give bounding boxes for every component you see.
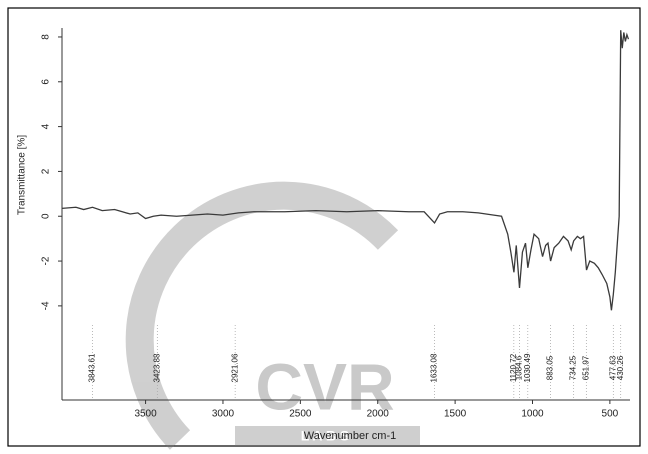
- peak-label: 1030.49: [523, 353, 532, 382]
- y-tick-label: 2: [41, 168, 52, 174]
- peak-label: 1084.6: [515, 355, 524, 380]
- x-axis-label: Wavenumber cm-1: [304, 430, 397, 442]
- watermark-logo: [125, 181, 420, 450]
- x-tick-label: 500: [602, 409, 619, 420]
- peak-label: 734.25: [569, 355, 578, 380]
- peak-label: 883.05: [546, 355, 555, 380]
- peak-label: 3423.88: [152, 353, 161, 382]
- frame: [7, 7, 641, 447]
- watermark-arc: [125, 181, 399, 450]
- x-tick-label: 2000: [367, 409, 390, 420]
- y-tick-label: 4: [41, 123, 52, 129]
- watermark-bar: [235, 426, 420, 446]
- x-tick-label: 3000: [212, 409, 235, 420]
- peak-label: 1120.72: [509, 353, 518, 382]
- y-tick-label: -4: [41, 301, 52, 310]
- y-tick-label: 6: [41, 79, 52, 85]
- x-tick-label: 1000: [521, 409, 544, 420]
- peak-label: 1633.08: [430, 353, 439, 382]
- peak-label: 651.97: [581, 355, 590, 380]
- watermark-subtext: L A B S: [301, 428, 350, 444]
- peak-label: 430.26: [616, 355, 625, 380]
- y-tick-label: 0: [41, 213, 52, 219]
- spectrum-line: [61, 30, 630, 311]
- x-tick-label: 2500: [289, 409, 312, 420]
- peak-label: 3843.61: [88, 353, 97, 382]
- watermark-text: CVR: [255, 349, 394, 423]
- y-tick-label: -2: [41, 256, 52, 265]
- y-tick-label: 8: [41, 34, 52, 40]
- y-axis-label: Transmittance [%]: [17, 135, 28, 215]
- x-tick-label: 3500: [134, 409, 157, 420]
- x-tick-label: 1500: [444, 409, 467, 420]
- peak-label: 477.63: [608, 355, 617, 380]
- peak-label: 2921.06: [230, 353, 239, 382]
